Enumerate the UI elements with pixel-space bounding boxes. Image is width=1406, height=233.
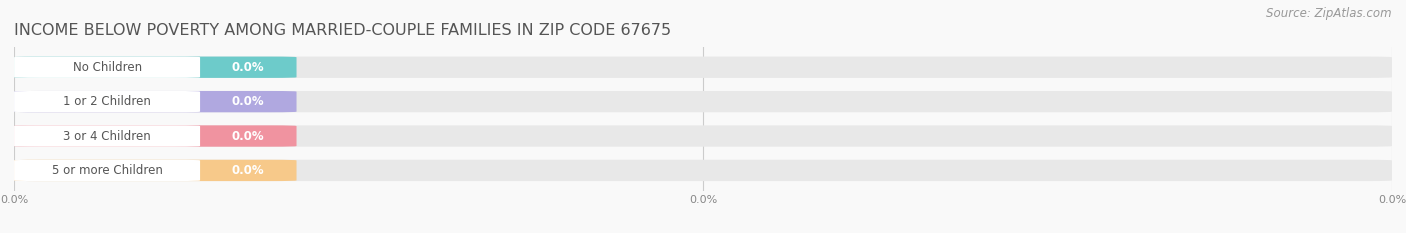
FancyBboxPatch shape	[14, 57, 1392, 78]
FancyBboxPatch shape	[14, 57, 200, 78]
Text: 0.0%: 0.0%	[232, 95, 264, 108]
Text: 5 or more Children: 5 or more Children	[52, 164, 163, 177]
FancyBboxPatch shape	[14, 125, 1392, 147]
FancyBboxPatch shape	[14, 91, 297, 112]
FancyBboxPatch shape	[14, 160, 1392, 181]
Text: No Children: No Children	[73, 61, 142, 74]
Text: INCOME BELOW POVERTY AMONG MARRIED-COUPLE FAMILIES IN ZIP CODE 67675: INCOME BELOW POVERTY AMONG MARRIED-COUPL…	[14, 24, 671, 38]
Text: 0.0%: 0.0%	[232, 164, 264, 177]
FancyBboxPatch shape	[14, 160, 200, 181]
Text: 0.0%: 0.0%	[232, 130, 264, 143]
FancyBboxPatch shape	[14, 160, 297, 181]
FancyBboxPatch shape	[14, 91, 1392, 112]
Text: 0.0%: 0.0%	[232, 61, 264, 74]
FancyBboxPatch shape	[14, 125, 297, 147]
Text: 1 or 2 Children: 1 or 2 Children	[63, 95, 150, 108]
FancyBboxPatch shape	[14, 125, 200, 147]
FancyBboxPatch shape	[14, 91, 200, 112]
Text: Source: ZipAtlas.com: Source: ZipAtlas.com	[1267, 7, 1392, 20]
FancyBboxPatch shape	[14, 57, 297, 78]
Text: 3 or 4 Children: 3 or 4 Children	[63, 130, 150, 143]
